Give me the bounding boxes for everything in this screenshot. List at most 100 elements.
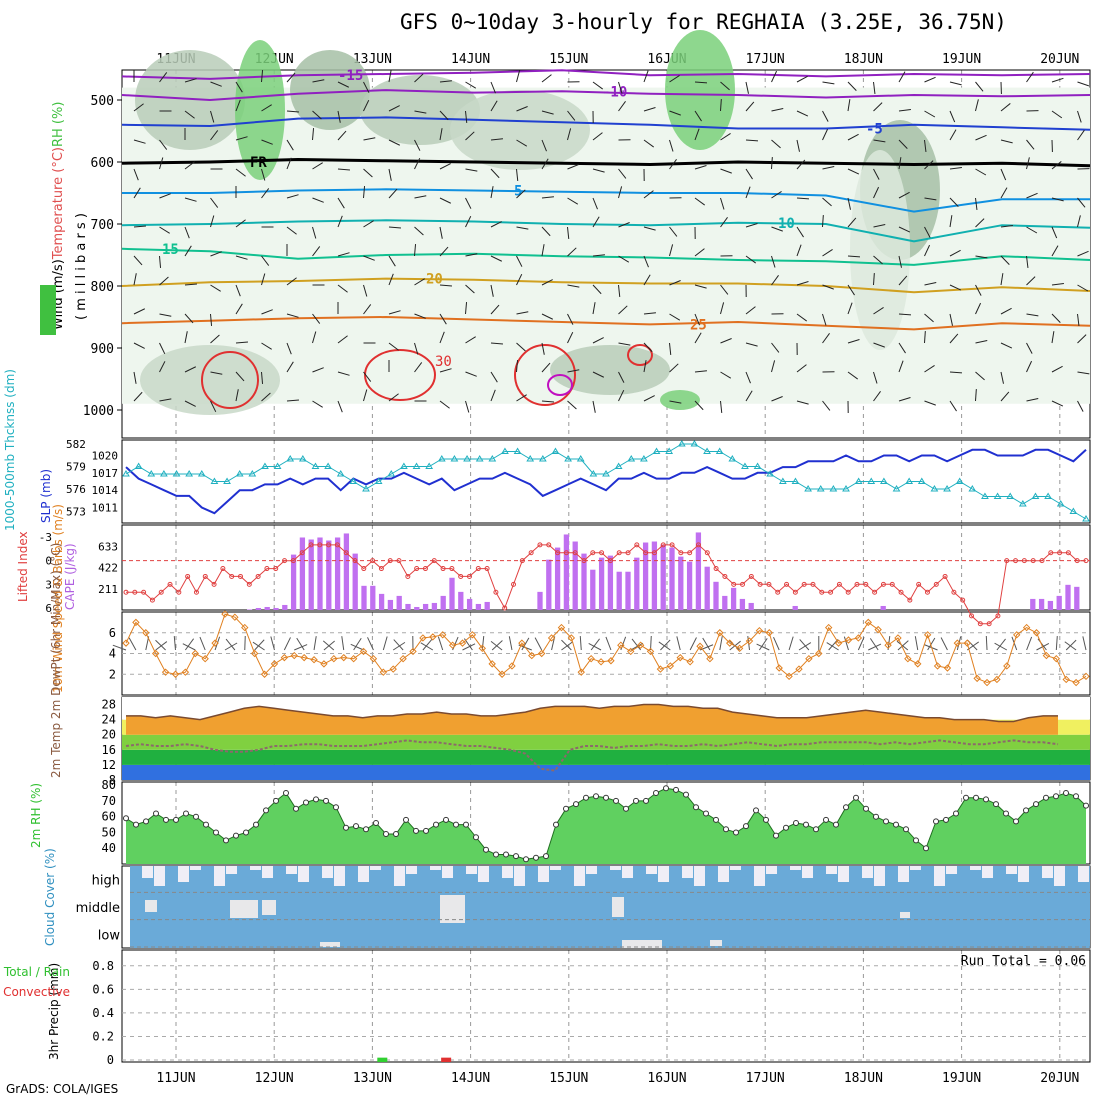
isotherm-label: 30 xyxy=(435,354,452,370)
rh-point xyxy=(383,831,389,838)
wind-speed-point xyxy=(775,664,783,672)
li-point xyxy=(924,589,930,595)
rh-point xyxy=(1023,807,1029,814)
rh-point xyxy=(633,797,639,804)
wind-barb xyxy=(592,132,603,141)
wind-barb xyxy=(337,284,348,293)
li-point xyxy=(431,558,437,564)
day-label-bottom: 19JUN xyxy=(942,1071,981,1086)
wind-barb xyxy=(516,226,529,230)
isotherm-20 xyxy=(121,277,1091,294)
wind-barb xyxy=(286,361,294,373)
wind-speed-point xyxy=(914,660,922,668)
li-point xyxy=(132,589,138,595)
isotherm-15 xyxy=(121,247,1091,266)
wind-barb xyxy=(322,640,335,651)
wind-speed-point xyxy=(617,641,625,649)
wind-barb xyxy=(618,371,625,383)
thickness-point xyxy=(602,470,610,477)
wind-speed-point xyxy=(745,637,754,645)
cloud-high-cell xyxy=(142,866,153,878)
wind-barb xyxy=(771,342,780,353)
wind-speed-point xyxy=(735,644,744,653)
wind-barb xyxy=(796,139,800,152)
rh-point xyxy=(973,794,979,801)
wind-barb xyxy=(822,214,824,228)
isotherm-label: FR xyxy=(250,155,267,171)
wind-barb xyxy=(914,636,919,651)
rh-point xyxy=(363,826,369,833)
cloud-high-cell xyxy=(970,866,981,870)
wind-barb xyxy=(363,220,374,228)
li-point xyxy=(511,581,517,587)
cape-bar xyxy=(361,585,367,610)
wind-barb xyxy=(439,313,447,325)
cloud-high-cell xyxy=(502,866,513,878)
thickness-point xyxy=(134,462,143,469)
wind-barb xyxy=(465,168,478,172)
li-point xyxy=(907,597,913,603)
wind-barb xyxy=(184,400,196,407)
wind-barb xyxy=(694,248,705,257)
day-label-bottom: 11JUN xyxy=(156,1071,195,1086)
cape-bar xyxy=(458,591,464,610)
wind-speed-point xyxy=(557,623,566,632)
wind-barb xyxy=(1065,639,1077,651)
wind-barb xyxy=(133,139,146,144)
wind-barb xyxy=(873,307,884,315)
cape-bar xyxy=(422,603,429,610)
wind-barb xyxy=(796,159,806,170)
wind-barb xyxy=(643,70,649,83)
wind-barb xyxy=(868,643,882,651)
thickness-point xyxy=(362,485,370,492)
wind-barb xyxy=(949,333,959,344)
isotherm-label: 25 xyxy=(690,317,707,333)
wind-barb xyxy=(924,330,926,344)
wind-barb xyxy=(949,284,962,291)
wind-barb xyxy=(994,642,1008,651)
wind-barb xyxy=(975,340,988,344)
wind-barb xyxy=(949,129,957,141)
thickness-point xyxy=(715,447,724,454)
rh-point xyxy=(813,826,819,833)
wind-barb xyxy=(975,99,979,112)
li-point xyxy=(396,558,402,564)
wind-barb xyxy=(694,313,700,326)
wind-barb xyxy=(975,197,978,210)
ytick-label-left: 582 xyxy=(66,438,86,451)
cape-bar xyxy=(466,598,473,610)
rh-point xyxy=(1033,801,1039,808)
rh-point xyxy=(843,804,849,811)
rh-point xyxy=(703,810,709,817)
cloud-high-cell xyxy=(910,866,921,870)
wind-barb xyxy=(975,134,987,141)
wind-barb xyxy=(1000,225,1013,228)
wind-barb xyxy=(1026,71,1034,83)
wind-barb xyxy=(541,139,547,152)
rh-point xyxy=(333,804,339,811)
wind-barb xyxy=(363,168,373,178)
li-point xyxy=(784,581,790,587)
rh-point xyxy=(613,797,619,804)
li-point xyxy=(264,566,270,572)
wind-barb xyxy=(847,217,857,228)
wind-speed-point xyxy=(587,654,595,663)
rh-point xyxy=(963,794,969,801)
wind-barb xyxy=(745,306,756,315)
wind-barb xyxy=(465,110,468,123)
cloud-row-label: low xyxy=(98,928,121,943)
wind-barb xyxy=(159,276,169,286)
wind-barb xyxy=(720,338,732,344)
cape-bar xyxy=(343,533,350,610)
wind10m-ylabel: 10m Wind Speed & Barbs (m/s) xyxy=(51,504,65,693)
wind-speed-point xyxy=(795,665,803,673)
wind-barb xyxy=(388,70,392,83)
wind-barb xyxy=(643,395,655,402)
day-label-top: 20JUN xyxy=(1040,52,1079,67)
thickness-point xyxy=(437,455,446,462)
rh-contour-fill xyxy=(550,345,670,395)
wind-barb xyxy=(270,636,275,651)
wind-barb xyxy=(592,284,602,295)
li-point xyxy=(995,613,1001,619)
wind-barb xyxy=(516,70,521,83)
